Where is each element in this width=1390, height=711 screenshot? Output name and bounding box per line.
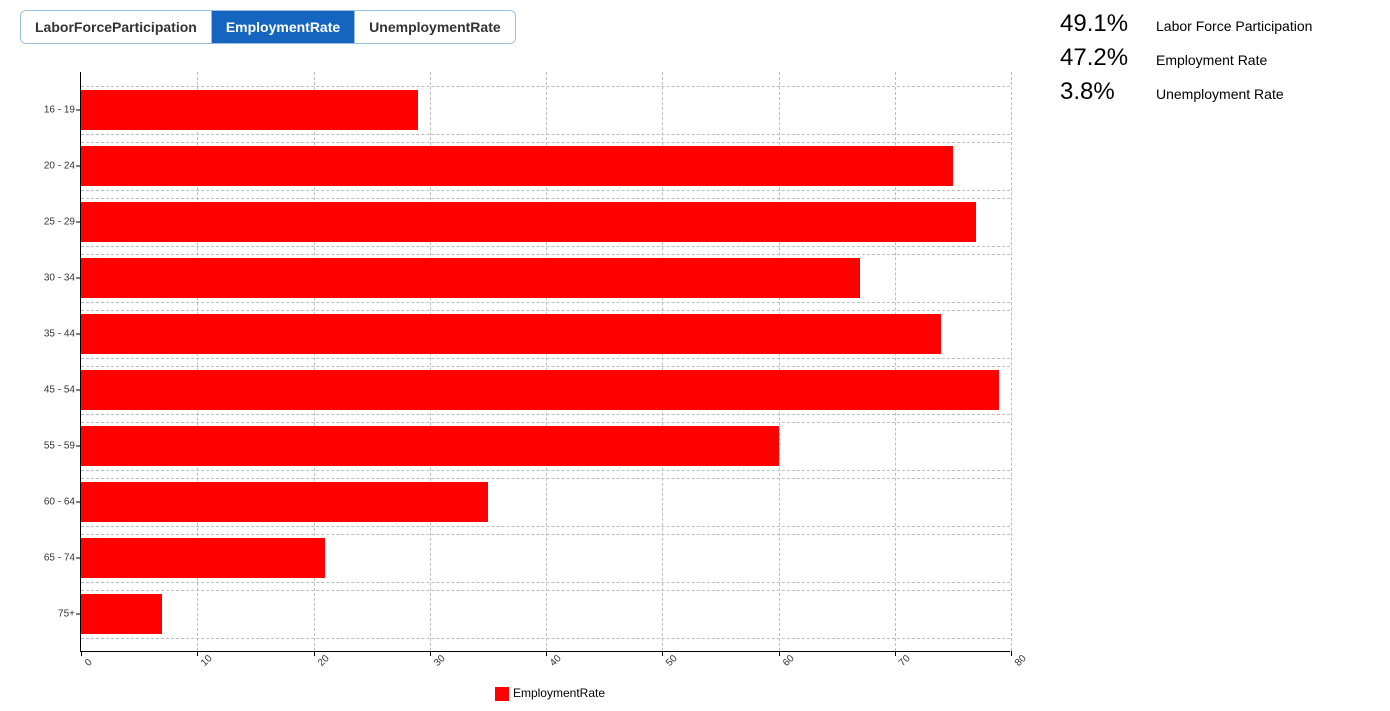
bar-75+ xyxy=(81,594,162,634)
y-axis-label: 16 - 19 xyxy=(44,105,81,116)
x-axis-label: 60 xyxy=(781,653,797,669)
x-tick xyxy=(779,651,780,656)
bar-65-74 xyxy=(81,538,325,578)
gridline-horizontal xyxy=(81,254,1010,255)
gridline-horizontal xyxy=(81,590,1010,591)
y-axis-label: 75+ xyxy=(58,609,81,620)
gridline-vertical xyxy=(1011,72,1012,651)
gridline-horizontal xyxy=(81,582,1010,583)
x-tick xyxy=(662,651,663,656)
gridline-horizontal xyxy=(81,470,1010,471)
stat-row: 3.8% Unemployment Rate xyxy=(1060,78,1370,106)
bar-30-34 xyxy=(81,258,860,298)
x-axis-label: 20 xyxy=(316,653,332,669)
gridline-horizontal xyxy=(81,366,1010,367)
legend-swatch xyxy=(495,687,509,701)
summary-stats: 49.1% Labor Force Participation 47.2% Emplo… xyxy=(1020,10,1370,112)
y-axis-label: 30 - 34 xyxy=(44,273,81,284)
x-tick xyxy=(81,651,82,656)
stat-row: 49.1% Labor Force Participation xyxy=(1060,10,1370,38)
legend-label: EmploymentRate xyxy=(513,686,605,700)
tab-employmentrate[interactable]: EmploymentRate xyxy=(212,11,355,43)
y-axis-label: 45 - 54 xyxy=(44,385,81,396)
tab-unemploymentrate[interactable]: UnemploymentRate xyxy=(355,11,514,43)
bar-20-24 xyxy=(81,146,953,186)
gridline-horizontal xyxy=(81,478,1010,479)
stat-value: 3.8% xyxy=(1060,78,1150,106)
x-tick xyxy=(314,651,315,656)
x-axis-label: 70 xyxy=(897,653,913,669)
gridline-horizontal xyxy=(81,414,1010,415)
gridline-horizontal xyxy=(81,86,1010,87)
x-tick xyxy=(430,651,431,656)
stat-label: Unemployment Rate xyxy=(1156,86,1284,102)
stat-value: 49.1% xyxy=(1060,10,1150,38)
x-axis-label: 10 xyxy=(199,653,215,669)
gridline-horizontal xyxy=(81,134,1010,135)
y-axis-label: 65 - 74 xyxy=(44,553,81,564)
bar-55-59 xyxy=(81,426,779,466)
chart-legend: EmploymentRate xyxy=(80,686,1020,701)
y-axis-label: 20 - 24 xyxy=(44,161,81,172)
bar-60-64 xyxy=(81,482,488,522)
bar-16-19 xyxy=(81,90,418,130)
gridline-horizontal xyxy=(81,534,1010,535)
x-axis-label: 50 xyxy=(664,653,680,669)
y-axis-label: 60 - 64 xyxy=(44,497,81,508)
x-tick xyxy=(197,651,198,656)
x-axis-label: 0 xyxy=(83,657,95,669)
gridline-horizontal xyxy=(81,198,1010,199)
metric-tabs: LaborForceParticipationEmploymentRateUne… xyxy=(20,10,516,44)
gridline-horizontal xyxy=(81,422,1010,423)
x-axis-label: 40 xyxy=(548,653,564,669)
y-axis-label: 25 - 29 xyxy=(44,217,81,228)
stat-label: Labor Force Participation xyxy=(1156,18,1312,34)
employment-rate-chart: 0102030405060708016 - 1920 - 2425 - 2930… xyxy=(80,72,1020,701)
gridline-horizontal xyxy=(81,190,1010,191)
y-axis-label: 55 - 59 xyxy=(44,441,81,452)
y-axis-label: 35 - 44 xyxy=(44,329,81,340)
stat-row: 47.2% Employment Rate xyxy=(1060,44,1370,72)
x-tick xyxy=(895,651,896,656)
stat-value: 47.2% xyxy=(1060,44,1150,72)
x-tick xyxy=(546,651,547,656)
bar-45-54 xyxy=(81,370,999,410)
gridline-horizontal xyxy=(81,302,1010,303)
gridline-horizontal xyxy=(81,526,1010,527)
bar-35-44 xyxy=(81,314,941,354)
gridline-horizontal xyxy=(81,142,1010,143)
stat-label: Employment Rate xyxy=(1156,52,1267,68)
x-axis-label: 80 xyxy=(1013,653,1029,669)
gridline-horizontal xyxy=(81,310,1010,311)
gridline-horizontal xyxy=(81,358,1010,359)
gridline-horizontal xyxy=(81,246,1010,247)
tab-laborforceparticipation[interactable]: LaborForceParticipation xyxy=(21,11,212,43)
x-tick xyxy=(1011,651,1012,656)
x-axis-label: 30 xyxy=(432,653,448,669)
bar-25-29 xyxy=(81,202,976,242)
gridline-horizontal xyxy=(81,638,1010,639)
